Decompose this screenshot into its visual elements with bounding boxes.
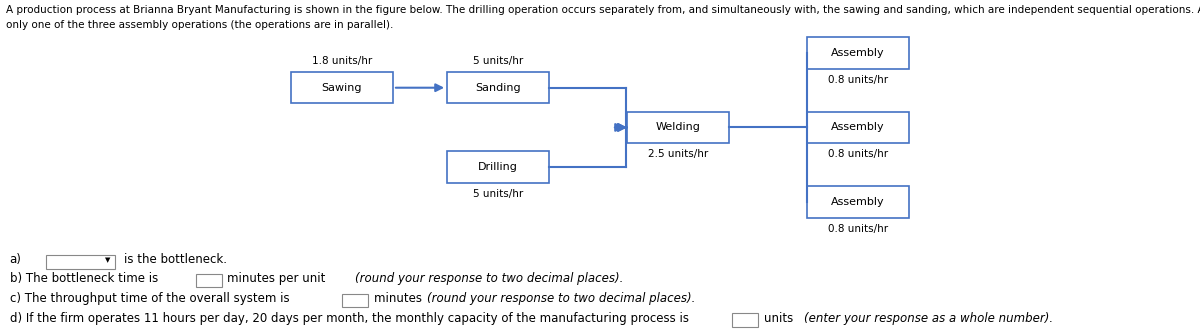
- Text: only one of the three assembly operations (the operations are in parallel).: only one of the three assembly operation…: [6, 20, 394, 30]
- Text: Assembly: Assembly: [832, 197, 884, 207]
- Text: (round your response to two decimal places).: (round your response to two decimal plac…: [427, 292, 696, 305]
- Text: units: units: [764, 312, 797, 325]
- Text: Sawing: Sawing: [322, 83, 362, 93]
- Text: d) If the firm operates 11 hours per day, 20 days per month, the monthly capacit: d) If the firm operates 11 hours per day…: [10, 312, 689, 325]
- FancyBboxPatch shape: [628, 112, 728, 143]
- FancyBboxPatch shape: [196, 274, 222, 287]
- FancyBboxPatch shape: [808, 186, 910, 218]
- Text: (round your response to two decimal places).: (round your response to two decimal plac…: [355, 272, 624, 285]
- FancyBboxPatch shape: [46, 255, 115, 269]
- Text: 0.8 units/hr: 0.8 units/hr: [828, 149, 888, 159]
- Text: b) The bottleneck time is: b) The bottleneck time is: [10, 272, 158, 285]
- Text: c) The throughput time of the overall system is: c) The throughput time of the overall sy…: [10, 292, 289, 305]
- Text: 0.8 units/hr: 0.8 units/hr: [828, 224, 888, 234]
- Text: Sanding: Sanding: [475, 83, 521, 93]
- FancyBboxPatch shape: [342, 294, 368, 307]
- Text: 2.5 units/hr: 2.5 units/hr: [648, 149, 708, 159]
- Text: 5 units/hr: 5 units/hr: [473, 189, 523, 199]
- Text: a): a): [10, 253, 22, 266]
- FancyBboxPatch shape: [446, 152, 550, 183]
- FancyBboxPatch shape: [808, 37, 910, 69]
- FancyBboxPatch shape: [446, 72, 550, 103]
- Text: ▼: ▼: [106, 257, 110, 263]
- Text: Welding: Welding: [655, 122, 701, 132]
- Text: Drilling: Drilling: [478, 162, 518, 172]
- Text: A production process at Brianna Bryant Manufacturing is shown in the figure belo: A production process at Brianna Bryant M…: [6, 5, 1200, 15]
- Text: 1.8 units/hr: 1.8 units/hr: [312, 56, 372, 66]
- FancyBboxPatch shape: [290, 72, 392, 103]
- Text: 5 units/hr: 5 units/hr: [473, 56, 523, 66]
- Text: 0.8 units/hr: 0.8 units/hr: [828, 75, 888, 85]
- Text: is the bottleneck.: is the bottleneck.: [124, 253, 227, 266]
- FancyBboxPatch shape: [808, 112, 910, 143]
- Text: (enter your response as a whole number).: (enter your response as a whole number).: [804, 312, 1054, 325]
- Text: minutes: minutes: [374, 292, 426, 305]
- Text: Assembly: Assembly: [832, 122, 884, 132]
- Text: minutes per unit: minutes per unit: [227, 272, 329, 285]
- Text: Assembly: Assembly: [832, 48, 884, 58]
- FancyBboxPatch shape: [732, 313, 758, 327]
